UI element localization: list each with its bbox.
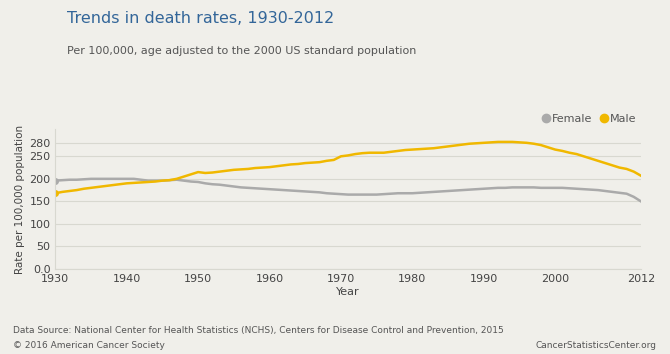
Y-axis label: Rate per 100,000 population: Rate per 100,000 population <box>15 125 25 274</box>
Male <box>401 148 409 152</box>
Text: CancerStatisticsCenter.org: CancerStatisticsCenter.org <box>535 342 657 350</box>
Female <box>144 178 152 183</box>
Female <box>87 177 95 181</box>
Male <box>52 191 60 195</box>
Male <box>515 140 523 144</box>
Line: Male: Male <box>56 142 641 193</box>
Female <box>180 178 188 183</box>
Text: Data Source: National Center for Health Statistics (NCHS), Centers for Disease C: Data Source: National Center for Health … <box>13 326 504 335</box>
X-axis label: Year: Year <box>336 286 360 297</box>
Legend: Female, Male: Female, Male <box>539 110 641 129</box>
Male <box>637 173 645 178</box>
Text: © 2016 American Cancer Society: © 2016 American Cancer Society <box>13 342 165 350</box>
Male <box>173 177 181 181</box>
Female <box>52 178 60 183</box>
Male <box>87 186 95 190</box>
Female <box>94 177 102 181</box>
Text: Trends in death rates, 1930-2012: Trends in death rates, 1930-2012 <box>67 11 334 25</box>
Female <box>408 191 416 195</box>
Male <box>472 141 480 145</box>
Line: Female: Female <box>56 179 641 201</box>
Female <box>480 187 488 191</box>
Male <box>137 180 145 184</box>
Female <box>515 185 523 189</box>
Text: Per 100,000, age adjusted to the 2000 US standard population: Per 100,000, age adjusted to the 2000 US… <box>67 46 416 56</box>
Female <box>637 199 645 204</box>
Male <box>494 140 502 144</box>
